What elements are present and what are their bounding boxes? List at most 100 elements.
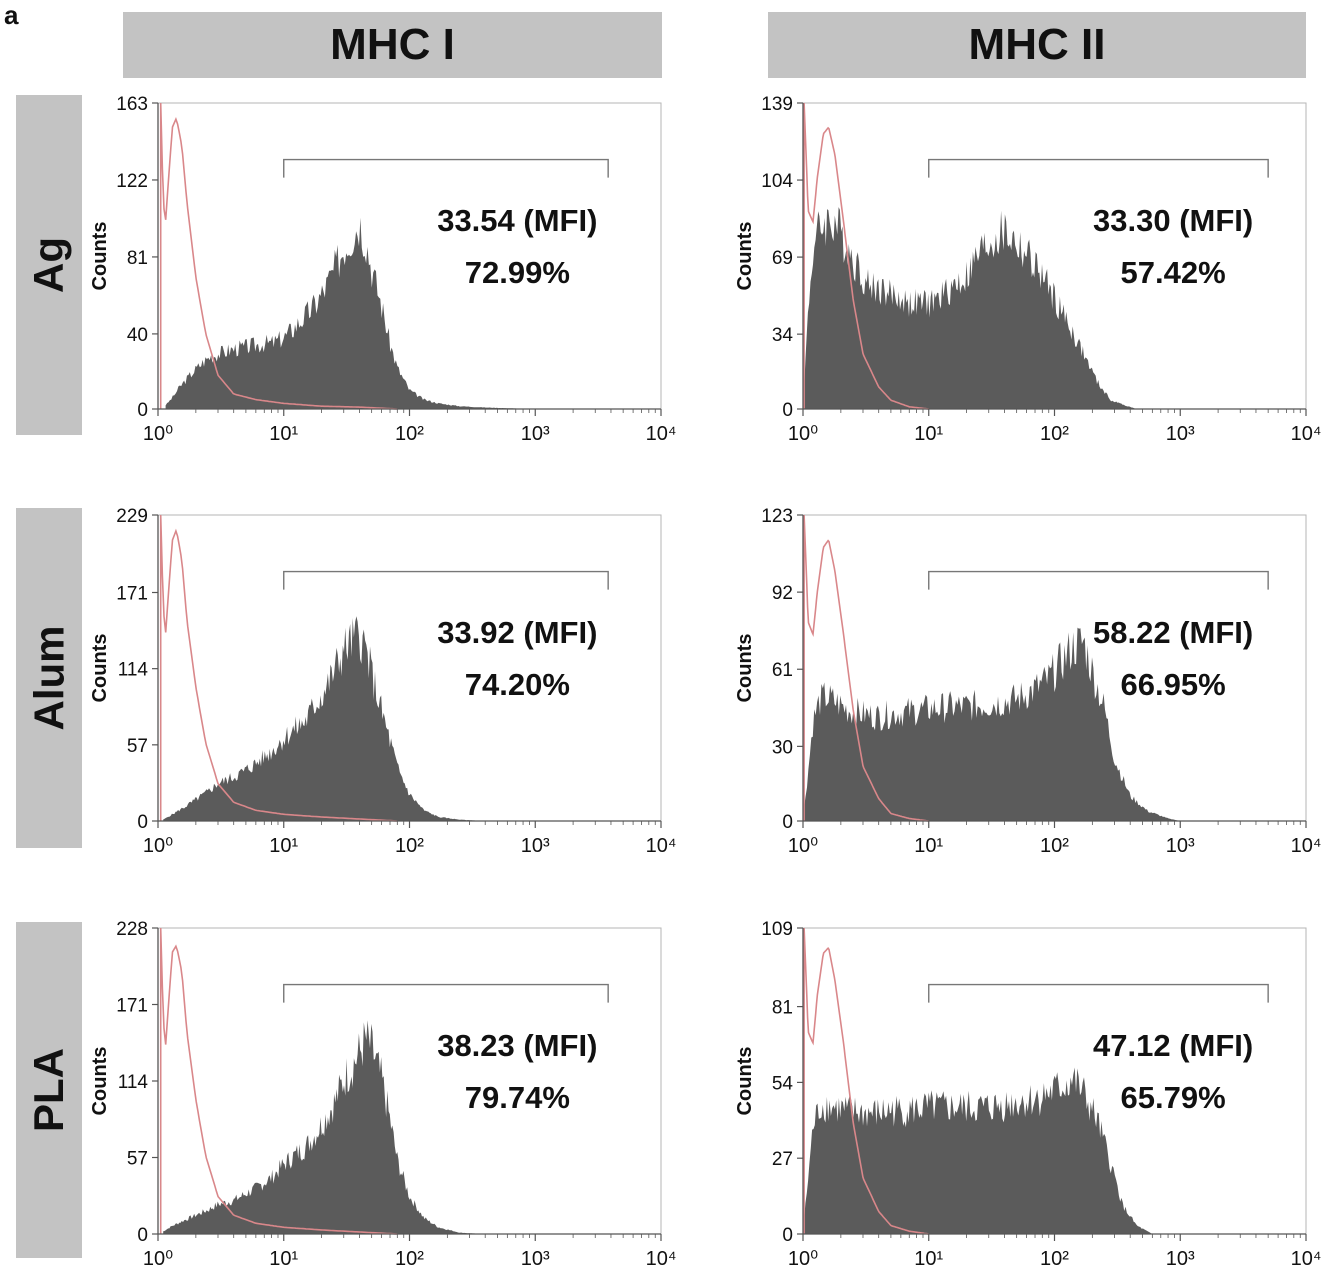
y-axis-label: Counts xyxy=(89,222,111,291)
sample-histogram xyxy=(804,1067,1153,1234)
gate-bracket xyxy=(283,983,609,1003)
histogram-ag-mhc-ii: 0 34 69 104 139 10⁰ 10¹ 10² 10³ 10⁴ Counts 33.30 (M… xyxy=(734,94,1321,445)
y-tick-label: 57 xyxy=(127,736,148,757)
y-tick-label: 27 xyxy=(772,1149,793,1170)
y-tick-label: 104 xyxy=(761,171,793,192)
y-tick-label: 0 xyxy=(782,1225,793,1246)
percent-label: 65.79% xyxy=(1121,1080,1226,1115)
x-tick-label: 10³ xyxy=(521,835,550,857)
gate-bracket xyxy=(283,570,609,590)
gate-bracket xyxy=(283,158,609,178)
y-tick-label: 54 xyxy=(772,1073,794,1094)
y-tick-label: 171 xyxy=(116,584,148,605)
x-tick-label: 10⁴ xyxy=(646,1248,677,1270)
y-tick-label: 123 xyxy=(761,506,793,527)
y-tick-label: 92 xyxy=(772,583,793,604)
x-tick-label: 10⁴ xyxy=(1291,1248,1322,1270)
percent-label: 57.42% xyxy=(1121,255,1226,290)
histogram-pla-mhc-i: 0 57 114 171 228 10⁰ 10¹ 10² 10³ 10⁴ Counts 38.23 (… xyxy=(89,919,676,1270)
x-tick-label: 10⁰ xyxy=(788,835,818,857)
control-histogram-line xyxy=(159,514,398,822)
row-header-alum: Alum xyxy=(16,508,82,848)
percent-label: 66.95% xyxy=(1121,667,1226,702)
row-header-ag: Ag xyxy=(16,95,82,435)
x-tick-label: 10¹ xyxy=(914,835,943,857)
y-tick-label: 114 xyxy=(118,1072,149,1093)
x-tick-label: 10¹ xyxy=(269,835,298,857)
y-tick-label: 34 xyxy=(772,325,794,346)
y-axis-label: Counts xyxy=(89,1047,111,1116)
gate-bracket xyxy=(928,983,1269,1003)
plot-frame xyxy=(157,514,662,822)
sample-histogram xyxy=(163,616,486,821)
y-tick-label: 40 xyxy=(127,325,148,346)
mfi-label: 33.92 (MFI) xyxy=(437,615,597,650)
y-tick-label: 122 xyxy=(116,171,148,192)
sample-histogram xyxy=(804,207,1137,409)
y-tick-label: 163 xyxy=(116,94,148,115)
x-tick-label: 10² xyxy=(395,835,424,857)
x-tick-label: 10³ xyxy=(1166,1248,1195,1270)
y-tick-label: 30 xyxy=(772,737,793,758)
y-tick-label: 109 xyxy=(761,919,793,940)
x-tick-label: 10⁴ xyxy=(646,835,677,857)
y-tick-label: 57 xyxy=(127,1149,148,1170)
x-tick-label: 10⁰ xyxy=(788,1248,818,1270)
x-tick-label: 10⁰ xyxy=(143,423,173,445)
y-tick-label: 229 xyxy=(116,506,148,527)
y-tick-label: 228 xyxy=(116,919,148,940)
x-tick-label: 10¹ xyxy=(914,423,943,445)
x-tick-label: 10⁴ xyxy=(1291,835,1322,857)
mfi-label: 33.54 (MFI) xyxy=(437,203,597,238)
y-tick-label: 0 xyxy=(137,400,148,421)
control-histogram-line xyxy=(803,514,929,822)
x-tick-label: 10² xyxy=(1040,835,1069,857)
x-tick-label: 10² xyxy=(395,423,424,445)
row-header-label: Ag xyxy=(25,237,72,293)
x-tick-label: 10³ xyxy=(521,423,550,445)
percent-label: 79.74% xyxy=(465,1080,570,1115)
y-tick-label: 171 xyxy=(116,996,148,1017)
sample-histogram xyxy=(163,1020,486,1234)
x-tick-label: 10⁰ xyxy=(143,1248,173,1270)
sample-histogram xyxy=(804,627,1181,821)
gate-bracket xyxy=(928,158,1269,178)
x-tick-label: 10⁴ xyxy=(646,423,677,445)
mfi-label: 47.12 (MFI) xyxy=(1093,1028,1253,1063)
histogram-ag-mhc-i: 0 40 81 122 163 10⁰ 10¹ 10² 10³ 10⁴ Counts 33.54 (M… xyxy=(89,94,676,445)
y-tick-label: 0 xyxy=(137,812,148,833)
x-tick-label: 10⁴ xyxy=(1291,423,1322,445)
percent-label: 72.99% xyxy=(465,255,570,290)
row-header-pla: PLA xyxy=(16,922,82,1258)
mfi-label: 58.22 (MFI) xyxy=(1093,615,1253,650)
row-header-label: Alum xyxy=(25,625,72,731)
y-tick-label: 81 xyxy=(772,998,793,1019)
histogram-pla-mhc-ii: 0 27 54 81 109 10⁰ 10¹ 10² 10³ 10⁴ Counts 47.12 (MF… xyxy=(734,919,1321,1270)
histogram-alum-mhc-i: 0 57 114 171 229 10⁰ 10¹ 10² 10³ 10⁴ Counts 33.92 (… xyxy=(89,506,676,857)
y-tick-label: 139 xyxy=(761,94,793,115)
gate-bracket xyxy=(928,570,1269,590)
y-tick-label: 61 xyxy=(772,660,793,681)
y-tick-label: 114 xyxy=(118,660,149,681)
x-tick-label: 10¹ xyxy=(914,1248,943,1270)
y-tick-label: 0 xyxy=(782,400,793,421)
x-tick-label: 10⁰ xyxy=(143,835,173,857)
y-axis-label: Counts xyxy=(734,634,756,703)
percent-label: 74.20% xyxy=(465,667,570,702)
y-axis-label: Counts xyxy=(734,222,756,291)
x-tick-label: 10² xyxy=(1040,423,1069,445)
x-tick-label: 10² xyxy=(395,1248,424,1270)
y-axis-label: Counts xyxy=(734,1047,756,1116)
y-axis-label: Counts xyxy=(89,634,111,703)
x-tick-label: 10³ xyxy=(1166,835,1195,857)
x-tick-label: 10³ xyxy=(1166,423,1195,445)
panel-letter: a xyxy=(4,0,19,30)
x-tick-label: 10⁰ xyxy=(788,423,818,445)
x-tick-label: 10² xyxy=(1040,1248,1069,1270)
y-tick-label: 0 xyxy=(137,1225,148,1246)
x-tick-label: 10¹ xyxy=(269,423,298,445)
row-header-label: PLA xyxy=(25,1048,72,1132)
sample-histogram xyxy=(165,217,536,409)
mfi-label: 33.30 (MFI) xyxy=(1093,203,1253,238)
plot-frame xyxy=(157,927,662,1235)
